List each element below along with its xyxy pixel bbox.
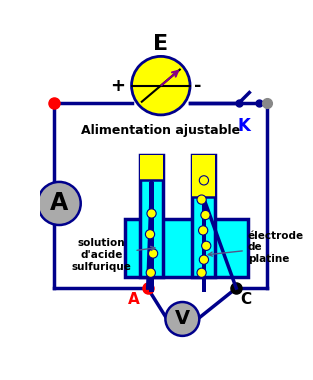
Text: solution
d'acide
sulfurique: solution d'acide sulfurique — [72, 238, 155, 272]
Text: E: E — [153, 34, 168, 54]
Text: A: A — [128, 292, 140, 307]
Circle shape — [165, 302, 199, 336]
Bar — [192, 155, 215, 197]
Bar — [149, 182, 154, 292]
Text: électrode
de
platine: électrode de platine — [208, 231, 304, 264]
Circle shape — [198, 226, 208, 235]
Bar — [140, 155, 163, 180]
Circle shape — [146, 230, 155, 239]
Text: A: A — [50, 192, 68, 215]
FancyBboxPatch shape — [192, 155, 215, 277]
FancyBboxPatch shape — [125, 219, 248, 277]
Bar — [202, 199, 206, 292]
Text: K: K — [238, 117, 250, 135]
FancyBboxPatch shape — [140, 155, 163, 277]
Circle shape — [131, 56, 190, 115]
Text: Alimentation ajustable: Alimentation ajustable — [81, 124, 240, 137]
Circle shape — [202, 241, 211, 250]
Text: C: C — [240, 292, 251, 307]
Circle shape — [148, 249, 158, 258]
Circle shape — [38, 182, 81, 225]
Circle shape — [201, 211, 210, 220]
Circle shape — [147, 209, 156, 218]
Text: V: V — [175, 309, 190, 328]
Circle shape — [199, 176, 208, 185]
Circle shape — [197, 268, 206, 277]
Text: -: - — [194, 77, 201, 95]
Circle shape — [146, 268, 156, 277]
Circle shape — [199, 255, 208, 264]
Text: +: + — [110, 77, 126, 95]
Circle shape — [197, 195, 206, 204]
